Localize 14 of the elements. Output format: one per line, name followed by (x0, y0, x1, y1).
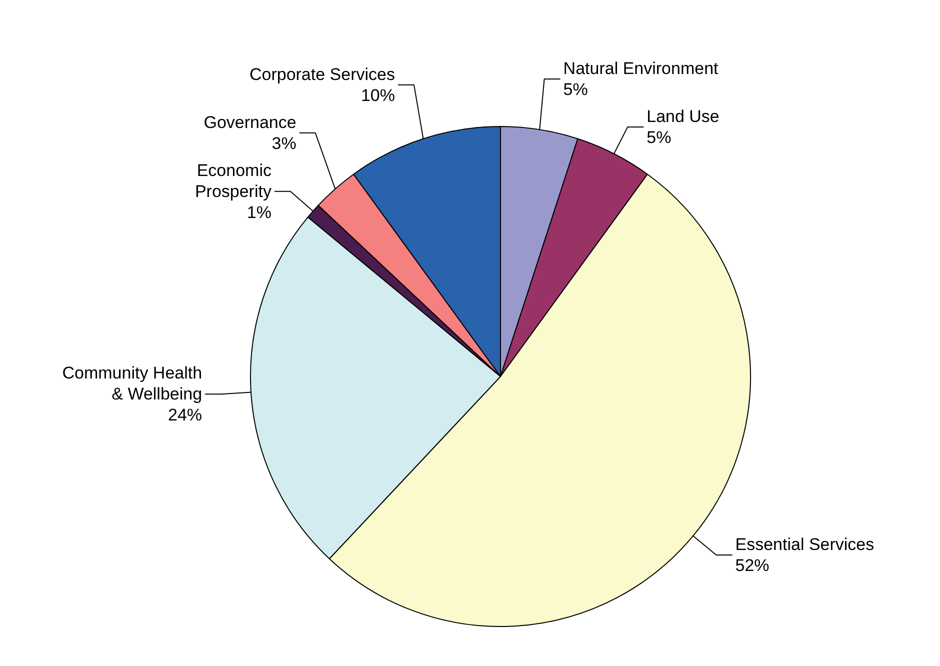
slice-label: Governance (204, 112, 296, 132)
slice-label: Essential Services (735, 534, 874, 554)
slice-label: Corporate Services (249, 64, 395, 84)
data-label: 24% (168, 406, 202, 425)
slice-label: Economic Prosperity (194, 160, 272, 201)
slice-label: Natural Environment (563, 59, 719, 78)
data-label: 10% (360, 86, 395, 105)
data-label: 5% (563, 80, 588, 100)
data-label: 5% (646, 128, 672, 148)
slice-label: Community Health & Wellbeing (62, 364, 202, 404)
data-label: 1% (246, 202, 272, 222)
data-label: 3% (272, 134, 296, 153)
slice-label: Land Use (646, 107, 720, 126)
data-label: 52% (735, 556, 770, 575)
